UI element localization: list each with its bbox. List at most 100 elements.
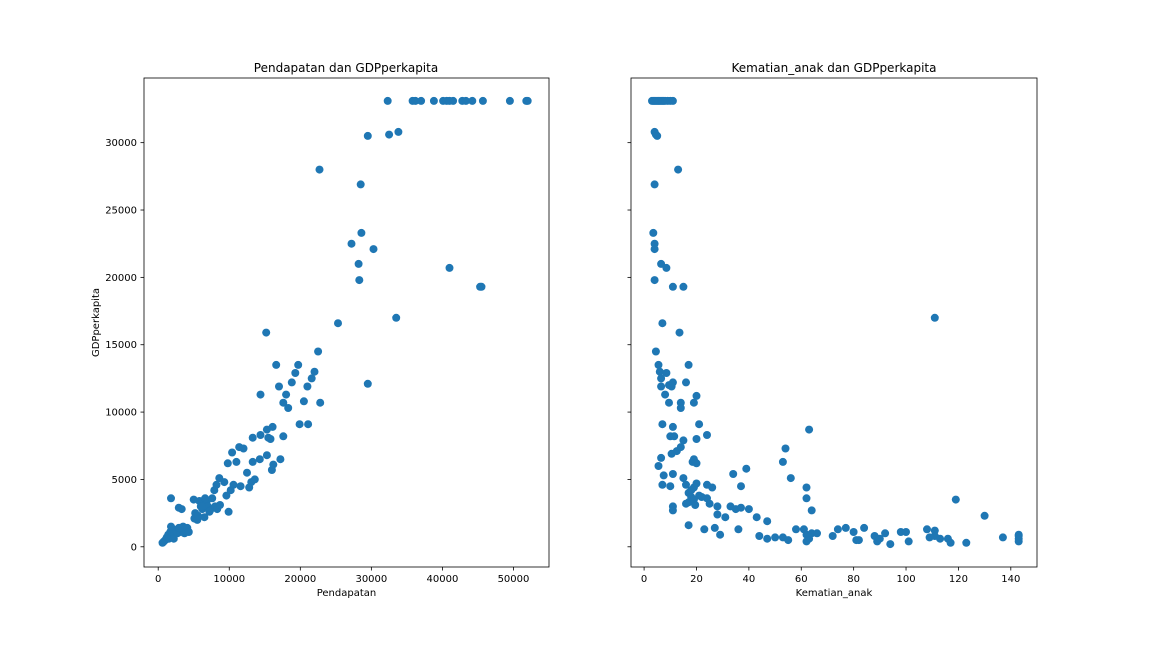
data-point	[245, 483, 254, 492]
data-point	[695, 420, 704, 429]
data-point	[923, 525, 931, 534]
data-point	[676, 404, 685, 412]
x-tick-label: 10000	[213, 574, 245, 585]
data-point	[523, 96, 532, 105]
data-point	[708, 483, 717, 492]
y-tick-label: 0	[131, 542, 137, 553]
data-point	[716, 530, 725, 539]
data-point	[175, 523, 184, 532]
y-tick-label: 20000	[105, 273, 137, 284]
data-point	[670, 432, 679, 441]
data-point	[220, 478, 229, 487]
data-point	[930, 313, 939, 322]
data-point	[243, 468, 251, 477]
data-point	[668, 502, 677, 511]
data-point	[682, 499, 690, 508]
data-point	[316, 398, 325, 407]
data-point	[676, 443, 685, 452]
data-point	[411, 96, 420, 105]
data-point	[315, 165, 324, 174]
data-point	[197, 502, 206, 511]
data-point	[287, 378, 296, 387]
data-point	[781, 444, 790, 453]
data-point	[710, 523, 719, 532]
data-point	[807, 506, 816, 515]
data-point	[477, 282, 486, 291]
data-point	[232, 457, 241, 466]
data-point	[295, 420, 304, 429]
data-point	[248, 433, 257, 442]
data-point	[194, 511, 202, 520]
data-point	[212, 480, 221, 489]
data-point	[167, 494, 175, 503]
data-point	[268, 422, 277, 431]
x-tick-label: 20	[690, 574, 703, 585]
x-tick-label: 0	[641, 574, 647, 585]
data-point	[684, 521, 693, 530]
data-point	[684, 360, 693, 369]
data-point	[692, 459, 701, 468]
data-point	[369, 245, 378, 254]
data-point	[962, 538, 971, 547]
data-point	[682, 480, 690, 489]
y-tick-label: 25000	[105, 206, 137, 217]
data-point	[658, 420, 667, 429]
data-point	[167, 522, 175, 531]
data-point	[229, 480, 238, 489]
data-point	[216, 501, 224, 509]
data-point	[886, 540, 895, 549]
data-point	[679, 436, 688, 445]
data-point	[383, 96, 392, 105]
data-point	[223, 459, 232, 468]
data-points	[648, 96, 1023, 549]
data-point	[662, 263, 671, 272]
x-tick-label: 40000	[427, 574, 459, 585]
data-point	[713, 510, 722, 519]
data-point	[651, 347, 660, 356]
data-point	[763, 517, 772, 526]
data-point	[742, 464, 751, 473]
data-point	[904, 537, 913, 546]
data-point	[269, 460, 278, 469]
data-point	[668, 282, 677, 291]
data-point	[417, 96, 426, 105]
data-point	[655, 367, 664, 376]
data-point	[657, 382, 666, 391]
data-point	[860, 523, 869, 532]
data-point	[310, 367, 319, 376]
data-point	[936, 534, 945, 543]
data-point	[713, 502, 722, 511]
data-point	[668, 96, 677, 105]
data-point	[786, 474, 795, 483]
y-axis-ticks	[627, 142, 631, 548]
data-point	[692, 435, 701, 443]
data-point	[689, 398, 698, 407]
data-point	[849, 528, 858, 536]
data-point	[875, 534, 884, 543]
data-point	[654, 360, 663, 369]
data-point	[385, 130, 394, 139]
data-point	[653, 131, 662, 140]
data-point	[461, 96, 470, 105]
data-point	[802, 537, 811, 546]
data-point	[649, 228, 658, 237]
data-point	[256, 390, 265, 399]
data-point	[668, 378, 677, 387]
plot-area-frame	[630, 77, 1038, 568]
data-point	[705, 499, 714, 508]
data-point	[951, 495, 960, 504]
data-point	[478, 96, 487, 105]
data-point	[255, 455, 264, 464]
data-point	[294, 360, 303, 369]
x-tick-label: 40	[743, 574, 756, 585]
data-point	[262, 328, 271, 337]
data-point	[354, 259, 363, 268]
data-point	[668, 422, 677, 431]
data-point	[304, 420, 313, 429]
data-point	[357, 228, 366, 237]
data-point	[833, 525, 842, 534]
data-point	[650, 245, 659, 254]
data-point	[394, 127, 403, 136]
data-point	[679, 474, 688, 483]
